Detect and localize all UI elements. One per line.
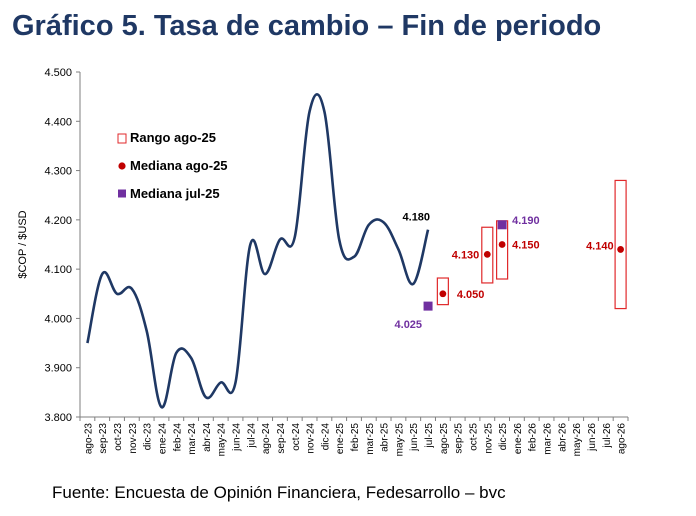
x-tick-label: ene-24: [157, 423, 168, 455]
median-jul25-label-dic-25: 4.190: [512, 215, 540, 227]
x-tick-label: nov-23: [128, 423, 139, 454]
x-tick-label: oct-23: [113, 423, 124, 451]
x-tick-label: jun-24: [232, 423, 243, 452]
x-tick-label: feb-26: [528, 423, 539, 452]
x-tick-label: jul-25: [424, 423, 435, 449]
median-ago25-label-dic-25: 4.150: [512, 240, 540, 252]
exchange-rate-line: [86, 92, 430, 409]
median-ago25-point-ago-25: [439, 290, 447, 298]
x-tick-label: jun-26: [587, 423, 598, 452]
x-tick-label: sep-24: [276, 423, 287, 454]
x-tick-label: oct-25: [468, 423, 479, 451]
x-tick-label: oct-24: [291, 423, 302, 451]
range-box-ago-26: [614, 179, 627, 310]
x-tick-label: may-26: [572, 423, 583, 457]
source-note: Fuente: Encuesta de Opinión Financiera, …: [52, 483, 506, 502]
median-ago25-label-nov-25: 4.130: [452, 249, 480, 261]
x-tick-label: may-25: [394, 423, 405, 457]
x-tick-label: mar-26: [543, 423, 554, 455]
x-tick-label: jul-24: [246, 423, 257, 449]
x-tick-label: jun-25: [409, 423, 420, 452]
y-tick-label: 4.200: [44, 215, 72, 227]
x-tick-label: ene-26: [513, 423, 524, 455]
x-tick-label: jul-26: [602, 423, 613, 449]
x-tick-label: dic-24: [320, 423, 331, 451]
x-tick-label: ago-26: [617, 423, 628, 455]
x-tick-label: abr-26: [557, 423, 568, 452]
x-tick-label: sep-25: [454, 423, 465, 454]
x-tick-label: may-24: [217, 423, 228, 457]
exchange-rate-chart: 3.800 3.900 4.000 4.100 4.200 4.300 4.400 4.500…: [17, 67, 629, 457]
x-tick-label: ene-25: [335, 423, 346, 455]
chart-title: Gráfico 5. Tasa de cambio – Fin de perio…: [12, 10, 602, 42]
x-tick-label: feb-25: [350, 423, 361, 452]
x-tick-label: feb-24: [172, 423, 183, 452]
legend-range-swatch: [117, 133, 127, 144]
x-tick-label: abr-25: [380, 423, 391, 452]
legend-label-median_jul: Mediana jul-25: [130, 186, 220, 201]
x-tick-label: nov-25: [483, 423, 494, 454]
x-tick-label: ago-24: [261, 423, 272, 455]
median-ago25-label-ago-26: 4.140: [586, 240, 614, 252]
range-box-nov-25: [481, 226, 494, 284]
median-jul25-point-dic-25: [497, 220, 507, 230]
x-tick-label: mar-25: [365, 423, 376, 455]
median-ago25-label-ago-25: 4.050: [457, 289, 485, 301]
median-ago25-point-dic-25: [498, 241, 506, 248]
median-jul25-point-jul-25: [423, 301, 433, 311]
x-tick-label: dic-25: [498, 423, 509, 451]
y-tick-label: 4.400: [44, 116, 72, 128]
median-ago25-point-nov-25: [483, 250, 491, 258]
range-box-dic-25: [496, 220, 509, 280]
chart-area: 3.800 3.900 4.000 4.100 4.200 4.300 4.400 4.500…: [0, 56, 696, 476]
y-axis-title: $COP / $USD: [17, 210, 29, 278]
median-ago25-point-ago-26: [617, 246, 624, 253]
legend-median-ago25-swatch: [118, 162, 126, 170]
legend-label-median_ago: Mediana ago-25: [130, 158, 228, 173]
legend-label-range: Rango ago-25: [130, 130, 216, 145]
x-tick-label: abr-24: [202, 423, 213, 452]
y-tick-label: 3.900: [44, 363, 72, 375]
x-tick-label: mar-24: [187, 423, 198, 455]
x-tick-label: sep-23: [98, 423, 109, 454]
median-jul25-label-jul-25: 4.025: [395, 319, 423, 331]
y-tick-label: 4.300: [44, 166, 72, 178]
y-tick-label: 4.100: [44, 264, 72, 276]
x-tick-label: dic-23: [143, 423, 154, 451]
x-tick-label: ago-25: [439, 423, 450, 455]
x-tick-label: nov-24: [306, 423, 317, 454]
range-box-ago-25: [436, 277, 449, 306]
y-tick-label: 3.800: [44, 412, 72, 424]
y-tick-label: 4.000: [44, 313, 72, 325]
last-value-label: 4.180: [403, 212, 431, 224]
x-tick-label: ago-23: [83, 423, 94, 455]
y-tick-label: 4.500: [44, 67, 72, 79]
legend-median-jul25-swatch: [118, 189, 126, 198]
